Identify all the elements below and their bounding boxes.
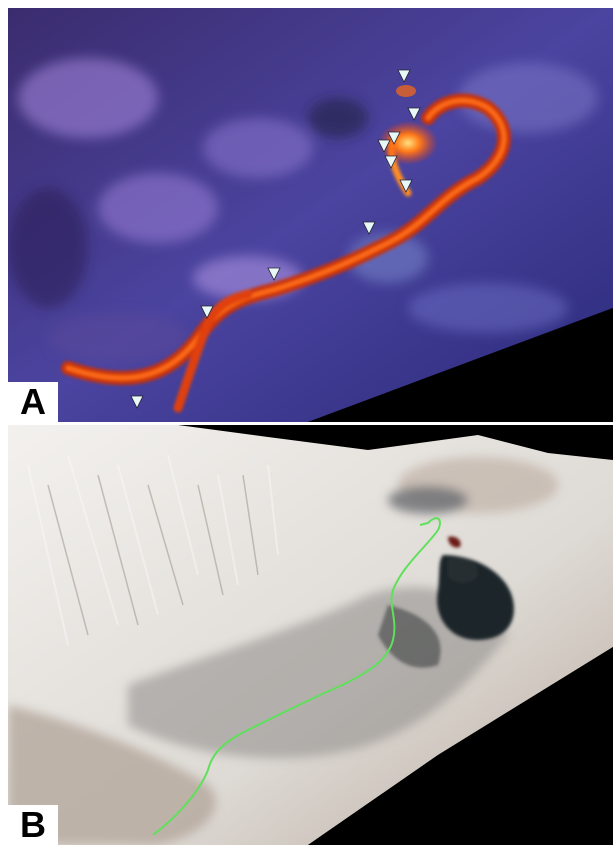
marker-triangle: [384, 155, 398, 169]
marker-triangle: [267, 267, 281, 281]
marker-triangle: [399, 179, 413, 193]
visible-terrain-image: [8, 425, 613, 845]
marker-triangle: [397, 69, 411, 83]
marker-triangle: [377, 139, 391, 153]
marker-triangle: [407, 107, 421, 121]
route-line: [152, 517, 441, 836]
marker-triangle: [362, 221, 376, 235]
panel-b-terrain-image: B: [8, 425, 613, 845]
panel-label-b: B: [8, 805, 58, 845]
marker-triangle: [130, 395, 144, 409]
thermal-terrain-image: [8, 8, 613, 422]
marker-triangle: [200, 305, 214, 319]
panel-a-thermal-image: A: [8, 8, 613, 422]
panel-label-a: A: [8, 382, 58, 422]
marker-triangle: [387, 131, 401, 145]
